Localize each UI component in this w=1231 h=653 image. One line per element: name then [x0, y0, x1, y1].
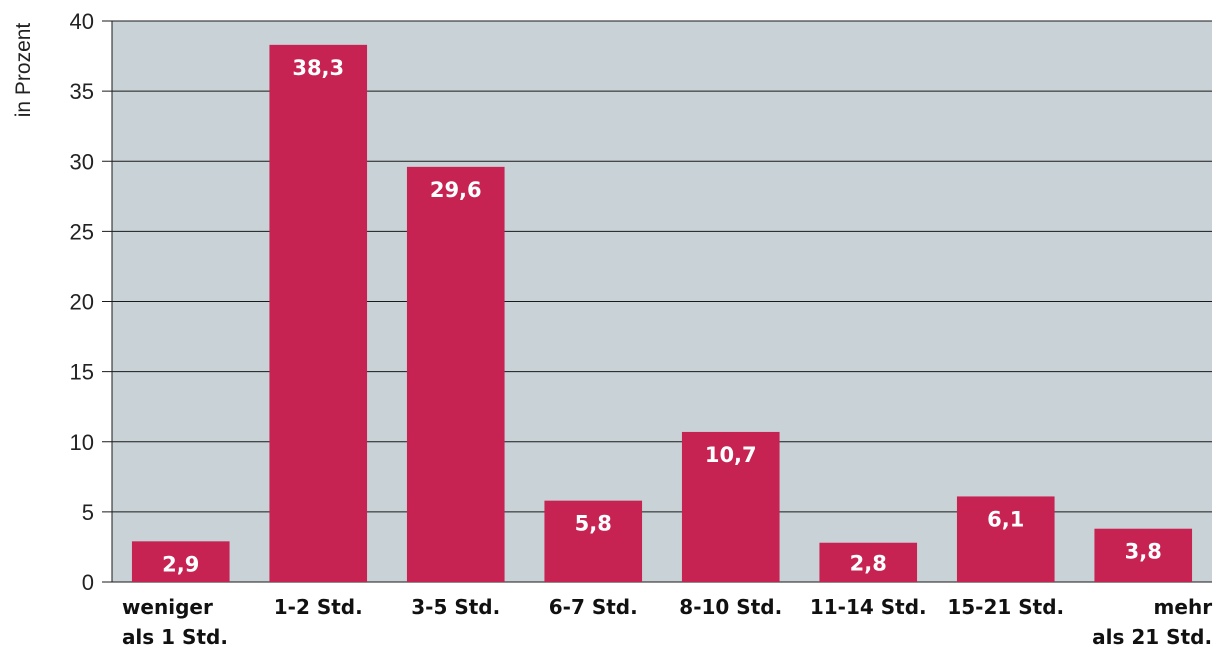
y-tick-label: 40: [70, 9, 94, 34]
y-tick-label: 20: [70, 290, 94, 315]
y-tick-label: 15: [70, 360, 94, 385]
x-tick-label: 11-14 Std.: [810, 595, 927, 619]
data-label: 10,7: [705, 443, 757, 467]
x-tick-label: weniger: [122, 595, 213, 619]
bar: [956, 496, 1055, 582]
x-tick-label: 15-21 Std.: [947, 595, 1064, 619]
x-tick-label: 8-10 Std.: [679, 595, 782, 619]
bar: [819, 542, 918, 582]
y-tick-label: 5: [82, 500, 94, 525]
bar: [406, 166, 505, 583]
data-label: 3,8: [1125, 540, 1162, 564]
bar: [1094, 528, 1193, 582]
y-tick-label: 0: [82, 570, 94, 595]
data-label: 38,3: [292, 56, 344, 80]
y-tick-label: 35: [70, 79, 94, 104]
x-tick-label: als 21 Std.: [1092, 625, 1212, 649]
y-axis-title: in Prozent: [12, 23, 35, 118]
y-tick-label: 30: [70, 149, 94, 174]
x-tick-label: 6-7 Std.: [549, 595, 638, 619]
x-tick-label: mehr: [1154, 595, 1213, 619]
bar: [681, 431, 780, 582]
y-tick-label: 25: [70, 219, 94, 244]
bar: [269, 44, 368, 582]
x-tick-label: 1-2 Std.: [274, 595, 363, 619]
x-tick-label: 3-5 Std.: [411, 595, 500, 619]
data-label: 2,9: [162, 552, 199, 576]
data-label: 29,6: [430, 178, 482, 202]
y-tick-label: 10: [70, 430, 94, 455]
data-label: 6,1: [987, 507, 1024, 531]
bar: [131, 541, 230, 582]
data-label: 2,8: [850, 552, 887, 576]
data-label: 5,8: [575, 512, 612, 536]
bar: [544, 500, 643, 582]
x-tick-label: als 1 Std.: [122, 625, 228, 649]
